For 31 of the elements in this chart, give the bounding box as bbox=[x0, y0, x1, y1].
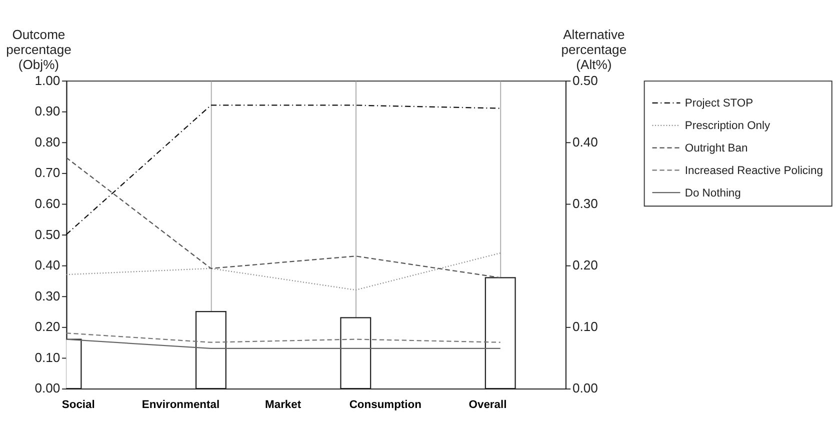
legend-label: Prescription Only bbox=[684, 120, 770, 132]
y-tick-label: 0.60 bbox=[34, 196, 60, 211]
y-tick-label: 0.40 bbox=[34, 258, 60, 273]
y-tick-label: 0.90 bbox=[34, 104, 60, 119]
text: Consumption bbox=[349, 399, 422, 412]
legend-label: Do Nothing bbox=[684, 187, 741, 200]
text: Social bbox=[62, 399, 95, 412]
y-tick-label: 0.70 bbox=[34, 165, 60, 180]
y-tick-label: 0.30 bbox=[34, 288, 60, 304]
y2-tick-label: 0.40 bbox=[572, 134, 598, 150]
y2-tick-label: 0.30 bbox=[572, 196, 598, 211]
text: Environmental bbox=[142, 399, 220, 412]
y-tick-label: 0.10 bbox=[34, 350, 60, 365]
y-tick-label: 0.80 bbox=[34, 134, 60, 150]
y-axis-title: Outcome percentage (Obj%) bbox=[6, 27, 72, 72]
y2-tick-label: 0.50 bbox=[572, 72, 598, 88]
legend-label: Project STOP bbox=[684, 98, 754, 110]
y2-tick-label: 0.10 bbox=[572, 319, 598, 334]
y-tick-label: 0.00 bbox=[34, 380, 60, 396]
legend-label: Outright Ban bbox=[684, 142, 748, 155]
legend-label: Increased Reactive Policing bbox=[684, 164, 823, 177]
y-tick-label: 0.20 bbox=[34, 319, 60, 334]
text: Market bbox=[265, 399, 302, 412]
line-series bbox=[66, 252, 501, 291]
line-series bbox=[66, 157, 501, 278]
y-tick-label: 0.50 bbox=[34, 226, 60, 242]
y2-axis-title: Alternative percentage (Alt%) bbox=[561, 27, 627, 72]
text: Overall bbox=[468, 399, 507, 412]
y2-tick-label: 0.20 bbox=[572, 258, 598, 273]
y-tick-label: 1.00 bbox=[34, 72, 60, 88]
y2-tick-label: 0.00 bbox=[572, 380, 598, 396]
